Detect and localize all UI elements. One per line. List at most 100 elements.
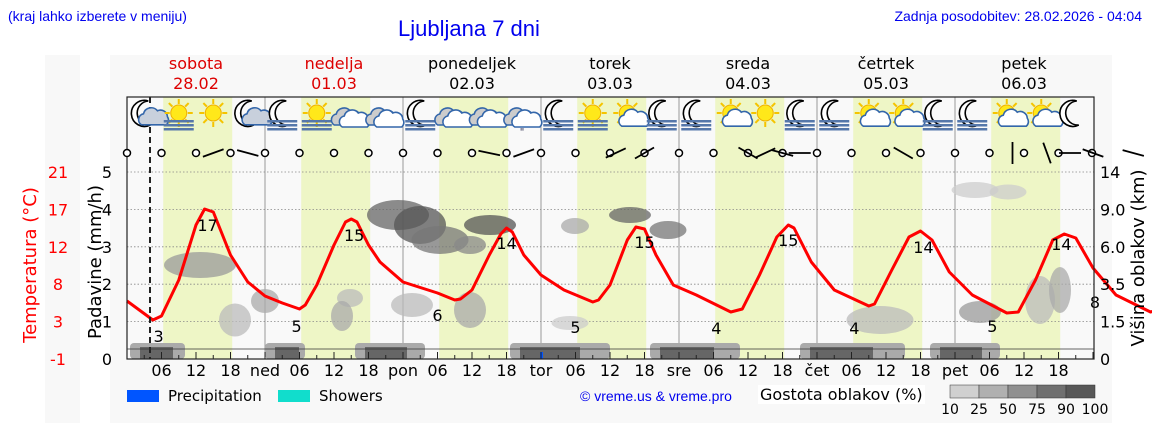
day-date: 04.03	[725, 74, 771, 93]
cloud-height-tick: 3.5	[1100, 275, 1125, 294]
moon-fog-icon	[681, 99, 712, 131]
wind-calm-icon	[122, 148, 132, 158]
sun-icon	[199, 99, 228, 127]
x-tick-label: 06	[427, 361, 447, 380]
cloud-icon	[365, 107, 405, 128]
low-cloud-core	[275, 347, 299, 359]
wind-calm-icon	[812, 148, 822, 158]
moon-fog-icon	[922, 99, 953, 131]
temp-min-label: 6	[432, 306, 442, 325]
cloud-density-blob	[331, 301, 353, 331]
day-date: 03.03	[587, 74, 633, 93]
cloud-density-blob	[1049, 267, 1071, 313]
copyright-link[interactable]: © vreme.us & vreme.pro	[580, 388, 732, 404]
cloud-density-blob	[454, 292, 486, 328]
day-name: ponedeljek	[428, 54, 517, 73]
cloud-density-blob	[551, 316, 589, 330]
x-tick-label: 06	[289, 361, 309, 380]
wind-barb-icon	[202, 148, 224, 158]
temp-max-label: 17	[197, 216, 217, 235]
x-tick-label: 18	[910, 361, 930, 380]
showers-swatch	[278, 390, 310, 402]
cloud-drizzle-icon: "	[503, 107, 543, 138]
precip-tick: 3	[102, 238, 112, 257]
x-tick-label: 12	[600, 361, 620, 380]
density-scale-swatch	[1007, 384, 1038, 399]
day-name: četrtek	[858, 54, 916, 73]
moon-fog-icon	[543, 99, 574, 131]
x-tick-label: tor	[530, 361, 553, 380]
temp-min-label: 3	[154, 327, 164, 346]
wind-calm-icon	[467, 148, 477, 158]
wind-barb-icon	[893, 146, 914, 160]
x-tick-label: 12	[876, 361, 896, 380]
temp-max-label: 15	[634, 233, 654, 252]
wind-barb-icon	[1122, 149, 1145, 157]
legend-precipitation: Precipitation	[127, 387, 262, 405]
x-tick-label: pet	[942, 361, 968, 380]
x-tick-label: 12	[462, 361, 482, 380]
cloud-height-tick: 9.0	[1100, 200, 1125, 219]
density-scale-label: 50	[999, 402, 1017, 418]
legend-showers-label: Showers	[319, 387, 383, 405]
wind-calm-icon	[433, 148, 442, 158]
wind-barb-icon	[478, 149, 501, 157]
sun-cloud-icon	[854, 99, 892, 127]
precip-tick: 2	[102, 275, 112, 294]
cloud-density-blob	[219, 303, 251, 337]
page-title: Ljubljana 7 dni	[398, 16, 540, 41]
wind-calm-icon	[950, 148, 960, 158]
day-date: 05.03	[863, 74, 909, 93]
cloud-density-blob	[164, 252, 236, 278]
density-scale-swatch	[1065, 384, 1096, 399]
day-name: sreda	[726, 54, 770, 73]
temp-min-label: 4	[849, 319, 859, 338]
moon-icon	[1059, 99, 1080, 128]
density-scale-label: 10	[941, 402, 959, 418]
x-tick-label: 06	[565, 361, 585, 380]
wind-calm-icon	[502, 148, 511, 158]
low-cloud-core	[940, 347, 982, 359]
precip-tick: 4	[102, 200, 112, 219]
wind-calm-icon	[260, 148, 270, 158]
cloud-icon	[468, 107, 509, 128]
legend-showers: Showers	[278, 387, 383, 405]
moon-fog-icon	[405, 99, 436, 131]
cloud-density-blob	[609, 207, 651, 223]
day-name: sobota	[169, 54, 223, 73]
wind-calm-icon	[295, 148, 304, 158]
moon-fog-icon	[957, 99, 988, 131]
wind-calm-icon	[1019, 148, 1029, 158]
day-name: torek	[589, 54, 631, 73]
cloud-density-label: Gostota oblakov (%)	[758, 385, 925, 404]
moon-cloud-icon	[130, 99, 170, 128]
day-date: 02.03	[449, 74, 495, 93]
temp-axis-label: Temperatura (°C)	[20, 187, 41, 344]
cloud-icon	[330, 107, 371, 128]
sun-fog-icon	[301, 99, 332, 131]
density-scale-label: 25	[970, 402, 988, 418]
temp-max-label: 14	[1051, 235, 1071, 254]
sun-cloud-icon	[613, 99, 650, 127]
cloud-density-blob	[951, 182, 999, 198]
wind-barb-icon	[754, 147, 776, 159]
wind-calm-icon	[191, 148, 201, 158]
x-tick-label: 12	[738, 361, 758, 380]
temp-tick: 21	[48, 163, 68, 182]
daylight-band	[715, 97, 785, 359]
cloud-height-axis-label: Višina oblakov (km)	[1128, 169, 1149, 346]
cloud-density-blob	[454, 236, 486, 254]
wind-calm-icon	[916, 148, 925, 158]
day-date: 01.03	[311, 74, 357, 93]
svg-text:": "	[520, 127, 525, 138]
x-tick-label: 18	[220, 361, 240, 380]
x-tick-label: 18	[496, 361, 516, 380]
cloud-density-blob	[989, 184, 1027, 200]
x-tick-label: 18	[772, 361, 792, 380]
sun-cloud-icon	[889, 99, 926, 127]
temp-min-label: 5	[292, 317, 302, 336]
x-tick-label: 06	[979, 361, 999, 380]
cloud-density-blob	[391, 293, 433, 317]
location-hint: (kraj lahko izberete v meniju)	[8, 8, 187, 24]
